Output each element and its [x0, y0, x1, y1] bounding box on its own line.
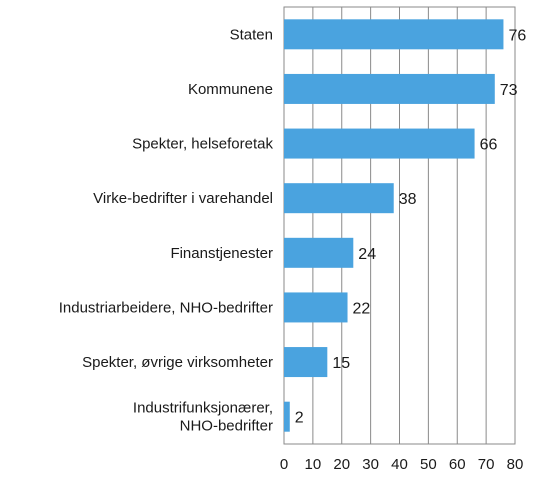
x-tick-label: 50: [420, 456, 437, 473]
bar: [284, 347, 328, 378]
x-tick-label: 70: [478, 456, 495, 473]
value-labels: 76 73 66 38 24 22 15 2: [295, 27, 527, 426]
category-label: Kommunene: [188, 81, 273, 98]
category-label: NHO-bedrifter: [180, 418, 273, 435]
category-label: Industriarbeidere, NHO-bedrifter: [59, 299, 273, 316]
x-tick-label: 10: [305, 456, 322, 473]
x-tick-label: 30: [362, 456, 379, 473]
data-label: 73: [500, 82, 518, 99]
bar: [284, 401, 290, 432]
data-label: 76: [508, 27, 526, 44]
data-label: 22: [353, 300, 371, 317]
category-label: Spekter, helseforetak: [132, 136, 273, 153]
bar: [284, 292, 348, 323]
x-tick-label: 0: [280, 456, 288, 473]
data-label: 38: [399, 191, 417, 208]
x-tick-label: 80: [507, 456, 524, 473]
category-labels: Staten Kommunene Spekter, helseforetak Virk…: [59, 26, 274, 434]
data-label: 2: [295, 410, 304, 427]
bar: [284, 237, 354, 268]
data-label: 24: [358, 246, 376, 263]
data-label: 66: [480, 137, 498, 154]
bar: [284, 19, 504, 50]
category-label: Virke-bedrifter i varehandel: [93, 190, 273, 207]
bar: [284, 73, 495, 104]
x-axis-ticks: 0 10 20 30 40 50 60 70 80: [280, 456, 524, 473]
category-label: Finanstjenester: [170, 245, 273, 262]
x-tick-label: 60: [449, 456, 466, 473]
bar: [284, 183, 394, 214]
gridlines: [312, 7, 487, 444]
category-label: Staten: [230, 26, 273, 43]
bar: [284, 128, 475, 159]
x-tick-label: 20: [333, 456, 350, 473]
category-label: Industrifunksjonærer,: [133, 400, 273, 417]
category-label: Spekter, øvrige virksomheter: [82, 354, 273, 371]
data-label: 15: [332, 355, 350, 372]
x-tick-label: 40: [391, 456, 408, 473]
bars: [284, 19, 504, 432]
